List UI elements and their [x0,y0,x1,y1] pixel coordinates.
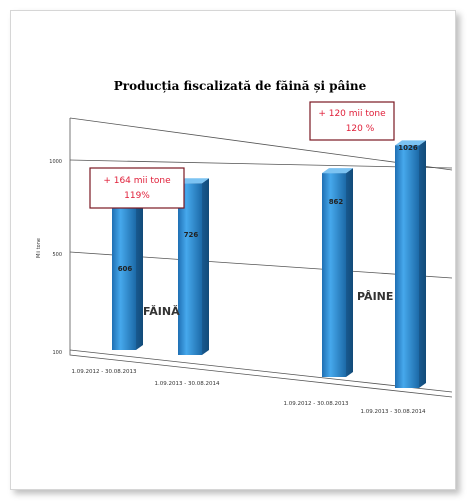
bar-side [202,178,209,355]
chart-title: Producția fiscalizată de făină și pâine [114,79,367,93]
y-axis-label: Mii tone [36,238,42,258]
y-tick-1000: 1000 [49,159,62,165]
annotation-line: + 120 mii tone [318,109,386,119]
bar [395,145,419,388]
group-label-faina: FĂINĂ [143,305,180,318]
annotation-box [310,102,394,140]
annotation-line: 120 % [346,124,375,134]
annotation-box [90,168,184,208]
annotation-faina: + 164 mii tone 119% [90,168,184,208]
category-label: 1.09.2012 - 30.08.2013 [72,369,137,375]
y-tick-100: 100 [52,350,62,356]
category-label: 1.09.2013 - 30.08.2014 [361,409,426,415]
group-label-paine: PÂINE [357,290,393,303]
category-label: 1.09.2013 - 30.08.2014 [155,381,220,387]
y-tick-500: 500 [52,252,62,258]
annotation-line: + 164 mii tone [103,176,171,186]
annotation-paine: + 120 mii tone 120 % [310,102,394,140]
bar [178,183,202,355]
bar-side [136,202,143,350]
bar-value-label: 726 [184,231,199,239]
bar-value-label: 1026 [398,144,418,152]
back-gridline-top [70,118,452,170]
bar-side [346,168,353,377]
bar-value-label: 606 [118,265,133,273]
bar-value-label: 862 [329,198,344,206]
bar-side [419,140,426,388]
gridline-upper [70,160,452,168]
annotation-line: 119% [124,191,150,201]
bar [112,207,136,350]
category-label: 1.09.2012 - 30.08.2013 [284,401,349,407]
category-labels: 1.09.2012 - 30.08.2013 1.09.2013 - 30.08… [72,369,426,415]
